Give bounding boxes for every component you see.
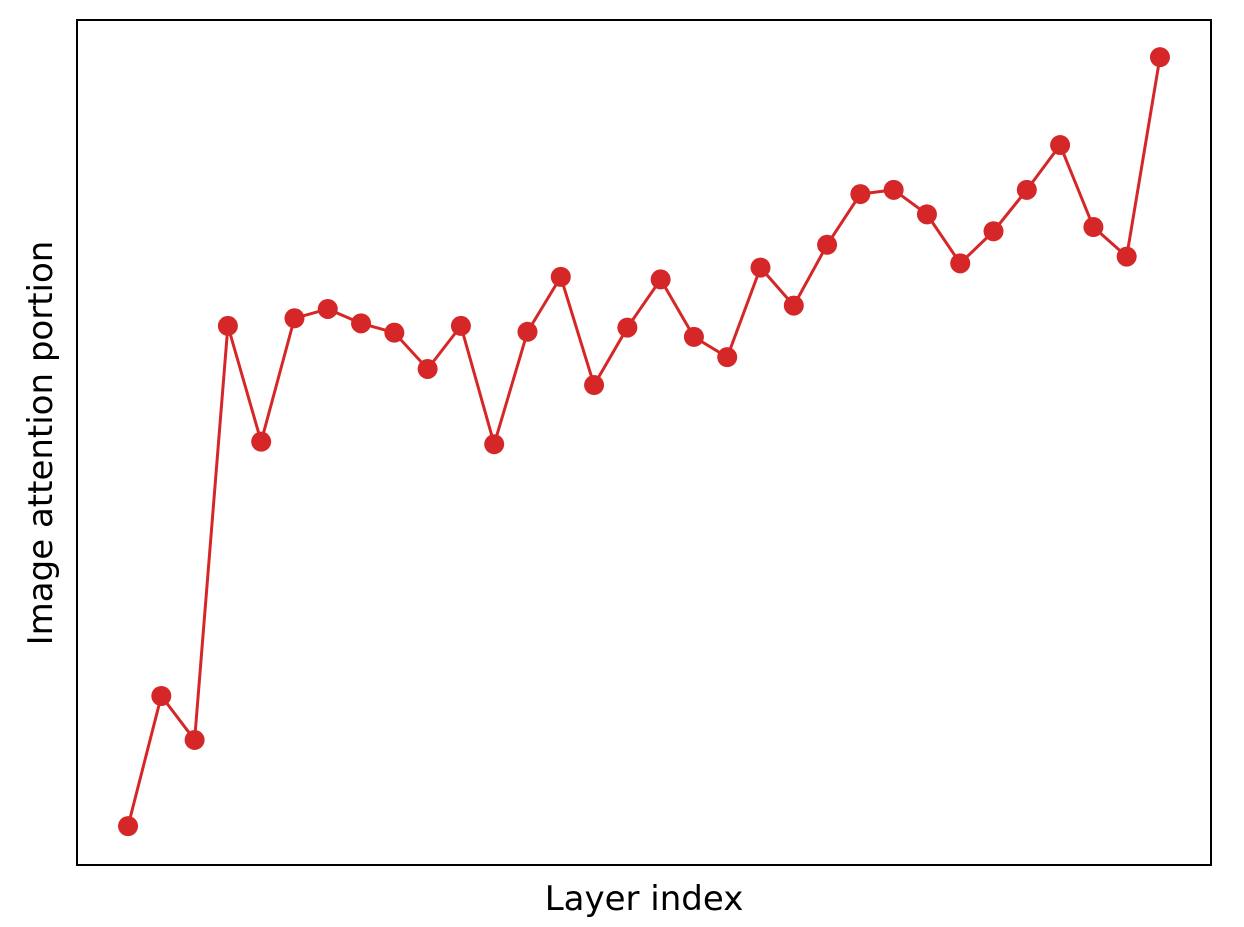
marker [484, 434, 505, 455]
marker [750, 257, 771, 278]
marker [617, 317, 638, 338]
marker [650, 269, 671, 290]
marker [584, 375, 605, 396]
marker [550, 266, 571, 287]
marker [850, 184, 871, 205]
marker [983, 221, 1004, 242]
marker [1016, 179, 1037, 200]
marker [118, 816, 139, 837]
marker [1050, 135, 1071, 156]
marker [950, 253, 971, 274]
marker [517, 321, 538, 342]
marker [1116, 246, 1137, 267]
marker [683, 326, 704, 347]
marker [450, 315, 471, 336]
x-axis-label: Layer index [545, 879, 744, 919]
marker [883, 179, 904, 200]
marker [1149, 47, 1170, 68]
y-axis-label: Image attention portion [21, 241, 61, 646]
marker [1083, 217, 1104, 238]
marker [151, 686, 172, 706]
line [126, 56, 1162, 827]
marker [317, 298, 338, 319]
marker [284, 308, 305, 329]
marker [251, 431, 272, 452]
marker [417, 358, 438, 379]
marker [717, 347, 738, 368]
marker [384, 322, 405, 343]
marker [783, 295, 804, 316]
marker [184, 729, 205, 750]
marker [217, 315, 238, 336]
marker [916, 204, 937, 225]
marker [817, 234, 838, 255]
plot-frame [76, 19, 1212, 866]
marker [351, 313, 372, 334]
